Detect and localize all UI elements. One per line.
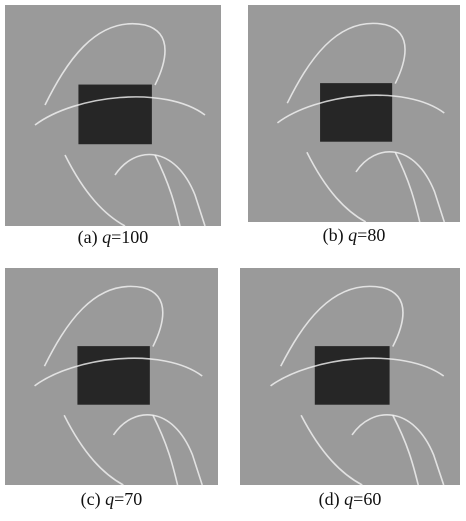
caption-tag: (d) <box>319 489 340 510</box>
caption-setting: =80 <box>357 225 385 245</box>
face-region <box>315 346 390 405</box>
panel-image <box>240 268 460 485</box>
caption: (d) q=60 <box>319 489 382 510</box>
caption-symbol: q <box>344 489 353 509</box>
caption: (b) q=80 <box>323 225 386 246</box>
caption: (a) q=100 <box>78 227 149 248</box>
panel-image <box>5 268 218 485</box>
caption-tag: (c) <box>81 489 101 510</box>
face-region <box>320 83 392 142</box>
figure: (a) q=100(b) q=80(c) q=70(d) q=60 <box>0 0 466 521</box>
face-region <box>78 85 151 145</box>
panel-image <box>5 5 221 226</box>
caption-symbol: q <box>105 489 114 509</box>
caption-setting: =100 <box>111 227 148 247</box>
caption-setting: =60 <box>353 489 381 509</box>
caption-symbol: q <box>348 225 357 245</box>
caption-tag: (b) <box>323 225 344 246</box>
face-region <box>77 346 149 405</box>
panel-image <box>248 5 460 222</box>
caption: (c) q=70 <box>81 489 143 510</box>
caption-symbol: q <box>102 227 111 247</box>
caption-setting: =70 <box>114 489 142 509</box>
caption-tag: (a) <box>78 227 98 248</box>
